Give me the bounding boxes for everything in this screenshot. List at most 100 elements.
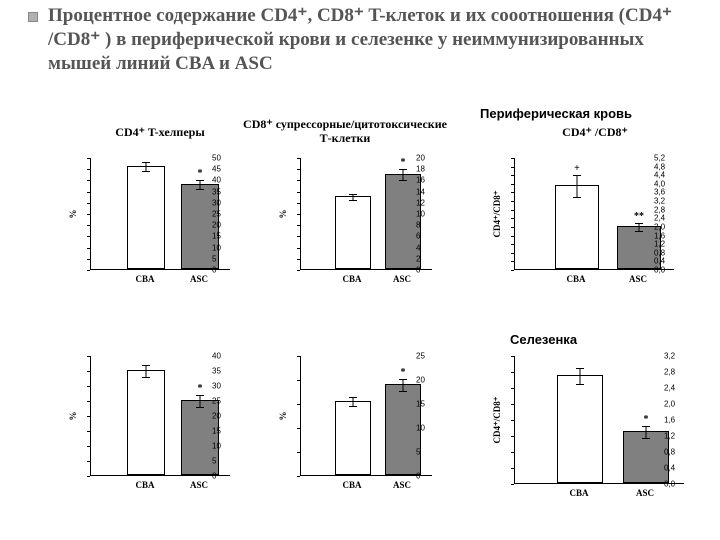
ytick-mark: [511, 236, 514, 237]
error-line: [146, 162, 147, 171]
ytick: 4,8: [654, 162, 686, 171]
ytick: 0: [212, 266, 238, 275]
x-axis-label: CBA: [569, 488, 588, 498]
error-cap: [349, 194, 357, 195]
ytick: 2,0: [664, 400, 696, 409]
section-spleen-label: Селезенка: [510, 332, 577, 347]
error-line: [403, 379, 404, 391]
ytick-mark: [297, 169, 300, 170]
ytick: 5,2: [654, 154, 686, 163]
significance-marker: *: [644, 414, 649, 425]
error-cap: [196, 180, 204, 181]
chart-c2: *02468101214161820%CBAASC: [272, 152, 442, 292]
error-cap: [349, 406, 357, 407]
ytick: 0: [416, 472, 440, 481]
ytick: 10: [212, 243, 238, 252]
col3-label: CD4⁺ /CD8⁺: [545, 125, 645, 140]
ytick-mark: [511, 184, 514, 185]
ytick: 25: [212, 210, 238, 219]
chart-c3: +**0,00,40,81,21,62,02,42,83,23,64,04,44…: [478, 152, 688, 292]
ytick-mark: [87, 248, 90, 249]
ytick-mark: [87, 192, 90, 193]
ytick: 4,4: [654, 171, 686, 180]
ytick: 1,2: [664, 432, 696, 441]
bar: [127, 166, 165, 269]
error-line: [200, 395, 201, 407]
section-blood-label: Периферическая кровь: [480, 106, 632, 121]
ytick-mark: [511, 261, 514, 262]
ytick: 20: [416, 376, 440, 385]
ytick-mark: [87, 158, 90, 159]
main-title: Процентное содержание CD4⁺, CD8⁺ T-клето…: [48, 4, 688, 75]
plot-area: *: [300, 356, 432, 476]
chart-c5: *0510152025%CBAASC: [272, 350, 442, 500]
ytick-mark: [87, 225, 90, 226]
ytick-mark: [297, 356, 300, 357]
error-cap: [635, 231, 643, 232]
error-cap: [573, 197, 581, 198]
x-axis-label: CBA: [342, 480, 361, 490]
ytick-mark: [87, 259, 90, 260]
chart-c4: *0510152025303540%CBAASC: [60, 350, 240, 500]
ytick: 5: [416, 448, 440, 457]
ytick: 25: [416, 352, 440, 361]
x-axis-label: ASC: [393, 274, 411, 284]
error-line: [580, 368, 581, 384]
ytick: 6: [416, 232, 440, 241]
y-axis-label: %: [278, 412, 288, 421]
ytick: 1,6: [654, 231, 686, 240]
error-cap: [399, 379, 407, 380]
ytick-mark: [297, 203, 300, 204]
ytick: 2,8: [654, 205, 686, 214]
error-line: [200, 180, 201, 189]
ytick: 1,2: [654, 240, 686, 249]
bar: [335, 196, 371, 269]
significance-marker: +: [574, 163, 580, 174]
error-cap: [142, 365, 150, 366]
error-cap: [142, 162, 150, 163]
ytick-mark: [87, 236, 90, 237]
error-cap: [142, 171, 150, 172]
error-line: [353, 397, 354, 407]
y-axis-label: %: [278, 210, 288, 219]
error-line: [403, 169, 404, 180]
ytick: 15: [416, 400, 440, 409]
ytick-mark: [87, 476, 90, 477]
error-cap: [576, 368, 584, 369]
ytick: 0,0: [654, 266, 686, 275]
error-cap: [635, 223, 643, 224]
error-cap: [642, 438, 650, 439]
col2-label-line2: Т-клетки: [230, 131, 460, 146]
error-cap: [573, 175, 581, 176]
error-line: [646, 426, 647, 438]
title-bullet: [28, 12, 38, 22]
ytick: 2: [416, 254, 440, 263]
chart-c1: *05101520253035404550%CBAASC: [60, 152, 240, 292]
ytick: 10: [212, 442, 238, 451]
ytick-mark: [297, 248, 300, 249]
error-cap: [349, 397, 357, 398]
ytick: 18: [416, 165, 440, 174]
ytick-mark: [511, 158, 514, 159]
ytick: 14: [416, 187, 440, 196]
ytick-mark: [511, 436, 514, 437]
error-cap: [399, 180, 407, 181]
ytick: 0,8: [654, 248, 686, 257]
ytick: 0,0: [664, 480, 696, 489]
error-cap: [399, 169, 407, 170]
x-axis-label: CBA: [342, 274, 361, 284]
ytick-mark: [511, 484, 514, 485]
ytick-mark: [297, 236, 300, 237]
ytick: 0,4: [654, 257, 686, 266]
ytick: 16: [416, 176, 440, 185]
error-cap: [196, 189, 204, 190]
ytick-mark: [511, 372, 514, 373]
ytick-mark: [87, 461, 90, 462]
ytick: 0,4: [664, 464, 696, 473]
ytick-mark: [87, 416, 90, 417]
ytick: 12: [416, 198, 440, 207]
significance-marker: *: [401, 367, 406, 378]
ytick-mark: [297, 476, 300, 477]
ytick: 10: [416, 210, 440, 219]
ytick-mark: [511, 210, 514, 211]
